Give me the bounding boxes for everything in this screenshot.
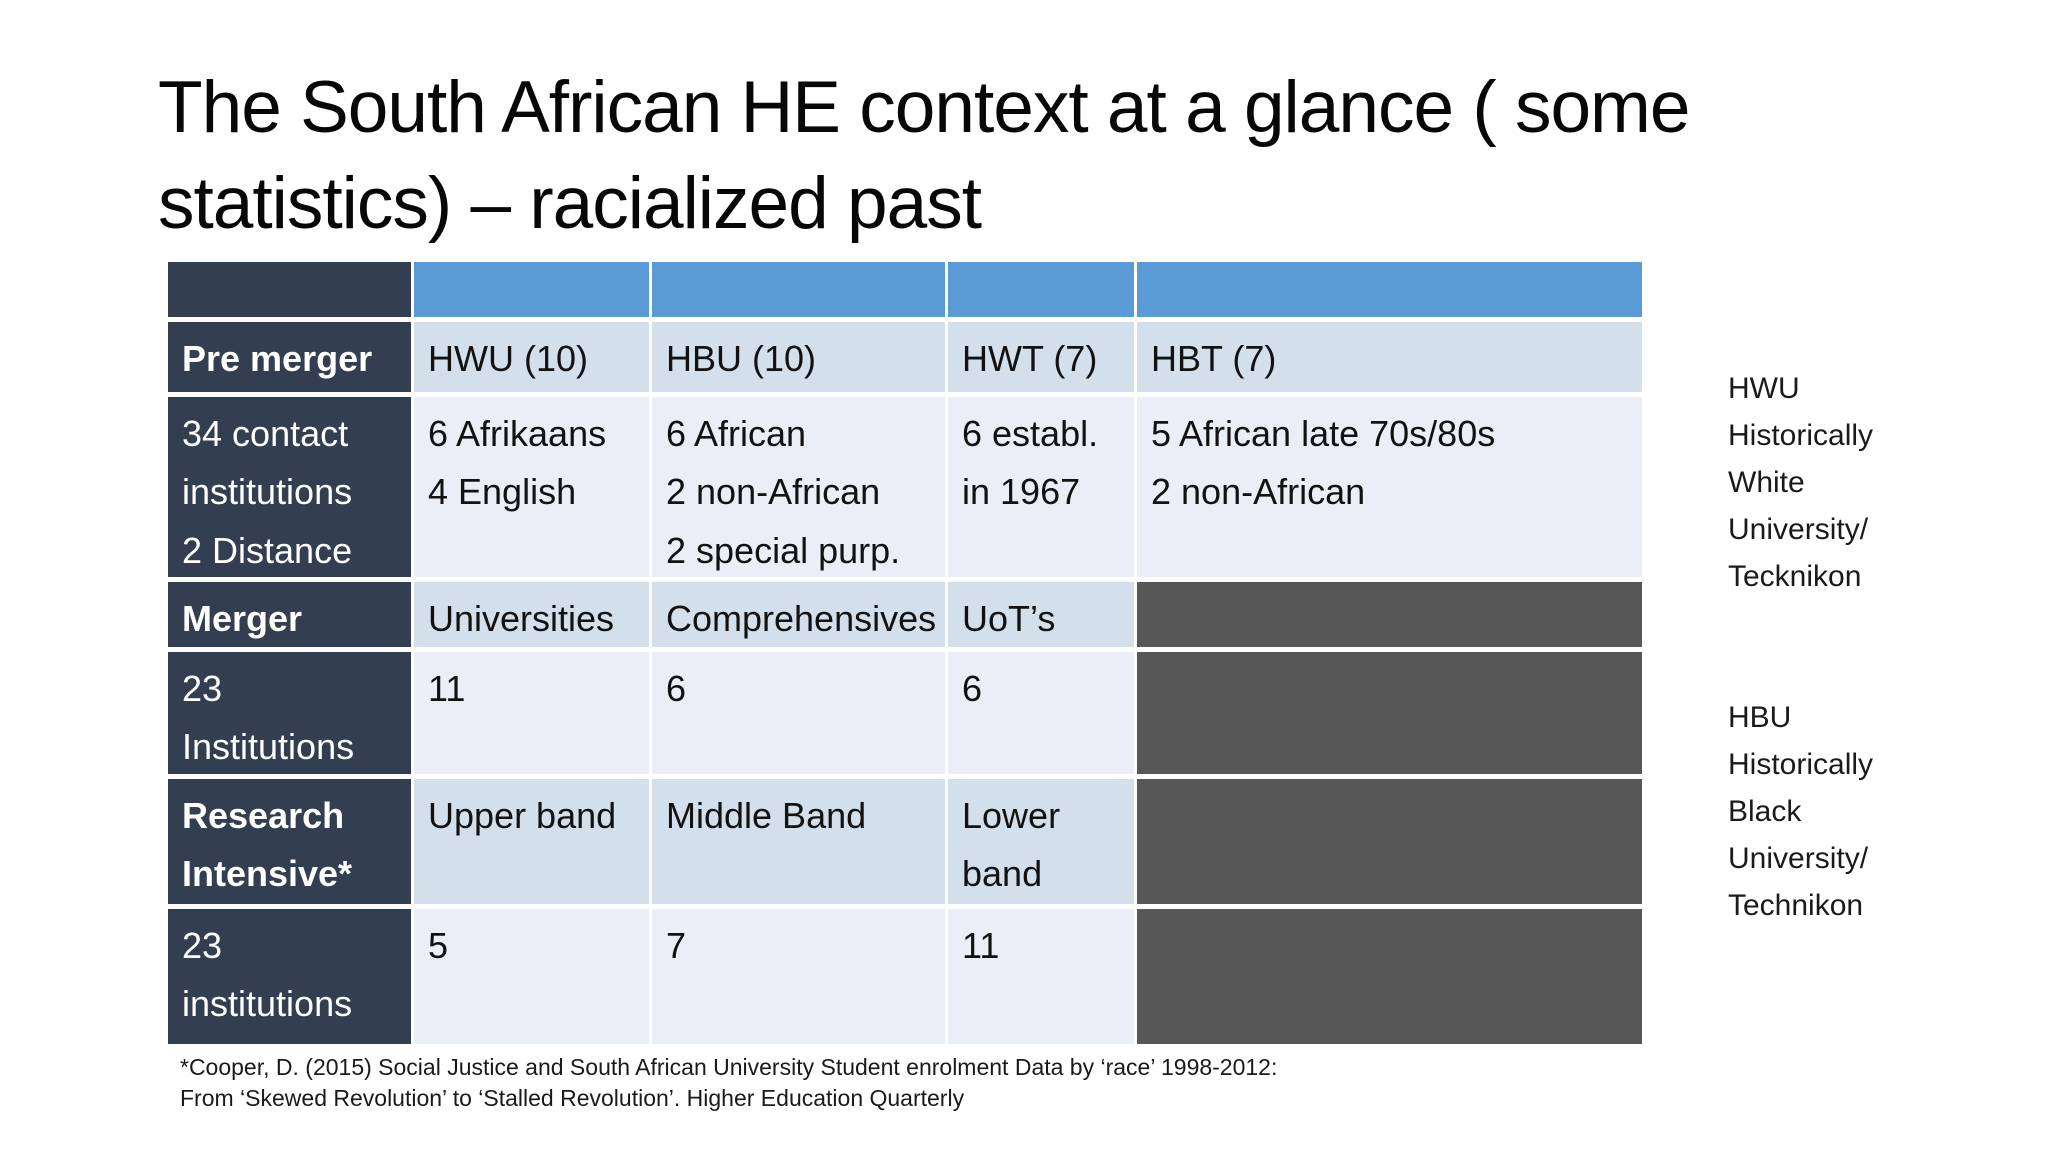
table-cell-research-middle-band: Middle Band xyxy=(652,779,945,904)
table-cell-merger-universities: Universities xyxy=(414,582,649,647)
table-cell-inst-uots-count: 6 xyxy=(948,652,1134,774)
table-cell-band-middle-count: 7 xyxy=(652,909,945,1044)
table-cell-contact-hbu: 6 African 2 non-African 2 special purp. xyxy=(652,397,945,577)
table-cell-inst-comprehensives-count: 6 xyxy=(652,652,945,774)
table-header-cell-3 xyxy=(948,262,1134,317)
table-cell-merger-uots: UoT’s xyxy=(948,582,1134,647)
table-cell-inst-empty xyxy=(1137,652,1642,774)
table-header-cell-1 xyxy=(414,262,649,317)
table-cell-merger-comprehensives: Comprehensives xyxy=(652,582,945,647)
table-cell-contact-hwu: 6 Afrikaans 4 English xyxy=(414,397,649,577)
row-label-23-institutions-bands: 23 institutions xyxy=(168,909,411,1044)
he-context-table: Pre merger HWU (10) HBU (10) HWT (7) HBT… xyxy=(168,262,1642,1044)
row-label-merger: Merger xyxy=(168,582,411,647)
table-cell-premerger-hwu: HWU (10) xyxy=(414,322,649,392)
legend-hwu-definition: HWU Historically White University/ Teckn… xyxy=(1728,372,1874,593)
table-cell-research-upper-band: Upper band xyxy=(414,779,649,904)
legend-hbu-definition: HBU Historically Black University/ Techn… xyxy=(1728,701,1874,922)
row-label-34-contact-institutions: 34 contact institutions 2 Distance xyxy=(168,397,411,577)
row-label-23-institutions: 23 Institutions xyxy=(168,652,411,774)
slide-title: The South African HE context at a glance… xyxy=(158,67,1690,244)
table-cell-research-lower-band: Lower band xyxy=(948,779,1134,904)
table-cell-band-lower-count: 11 xyxy=(948,909,1134,1044)
table-cell-premerger-hbt: HBT (7) xyxy=(1137,322,1642,392)
row-label-pre-merger: Pre merger xyxy=(168,322,411,392)
table-cell-band-empty xyxy=(1137,909,1642,1044)
table-cell-band-upper-count: 5 xyxy=(414,909,649,1044)
footnote-citation: *Cooper, D. (2015) Social Justice and So… xyxy=(180,1054,1278,1111)
table-cell-inst-universities-count: 11 xyxy=(414,652,649,774)
table-cell-research-empty xyxy=(1137,779,1642,904)
table-header-cell-4 xyxy=(1137,262,1642,317)
table-cell-merger-empty xyxy=(1137,582,1642,647)
abbreviation-legend: HWU Historically White University/ Teckn… xyxy=(1728,318,2008,976)
table-cell-contact-hbt: 5 African late 70s/80s 2 non-African xyxy=(1137,397,1642,577)
table-cell-premerger-hbu: HBU (10) xyxy=(652,322,945,392)
table-cell-premerger-hwt: HWT (7) xyxy=(948,322,1134,392)
table-cell-contact-hwt: 6 establ. in 1967 xyxy=(948,397,1134,577)
table-header-cell-2 xyxy=(652,262,945,317)
row-label-research-intensive: Research Intensive* xyxy=(168,779,411,904)
table-corner-cell xyxy=(168,262,411,317)
